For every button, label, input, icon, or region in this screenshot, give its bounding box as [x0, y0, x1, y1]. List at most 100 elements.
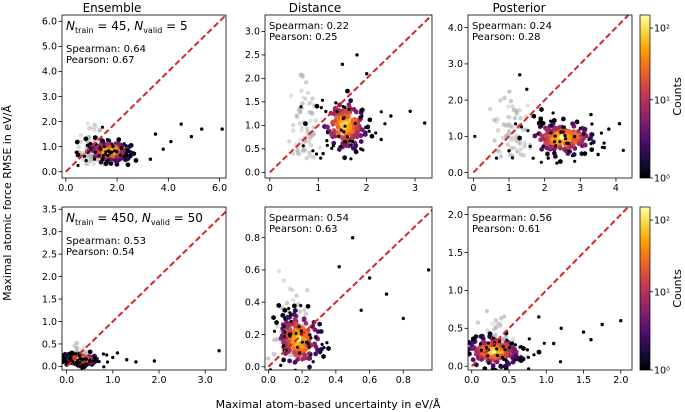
outlier-point [93, 150, 97, 154]
density-hexbin [339, 110, 345, 116]
column-title-posterior: Posterior [492, 1, 545, 15]
density-hexbin [552, 126, 558, 132]
grey-hexbin [305, 90, 310, 96]
outlier-point [115, 351, 120, 355]
y-tick-label: 0.0 [245, 362, 260, 373]
y-tick-label: 1.5 [448, 248, 463, 259]
grey-hexbin [513, 138, 518, 144]
grey-hexbin [501, 122, 506, 127]
outlier-point [552, 150, 557, 155]
outlier-point [105, 138, 109, 142]
outlier-point [325, 341, 329, 345]
outlier-point [125, 148, 129, 152]
grey-hexbin [308, 118, 313, 124]
panel-posterior-row1: 0 1 2 3 4 0.0 1.0 2.0 3.0 4.0 Spearman: 0.24Pearso… [448, 14, 633, 194]
outlier-point [189, 134, 194, 139]
density-hexbin [468, 347, 470, 353]
density-hexbin [302, 347, 307, 354]
x-tick-label: 1.0 [539, 375, 554, 386]
grey-hexbin [288, 286, 293, 292]
grey-hexbin [291, 128, 296, 133]
outlier-point [564, 137, 568, 141]
y-tick-label: 3.0 [42, 92, 57, 103]
outlier-point [507, 346, 512, 350]
density-hexbin [342, 155, 347, 161]
density-hexbin [291, 311, 297, 317]
grey-hexbin [87, 153, 92, 158]
density-hexbin [116, 137, 121, 143]
outlier-point [600, 145, 605, 149]
diagonal-line [472, 15, 630, 174]
grey-hexbin [273, 352, 278, 358]
outlier-point [570, 154, 575, 158]
outlier-point [107, 149, 111, 153]
y-tick-label: 0.0 [245, 168, 260, 179]
outlier-point [408, 109, 412, 114]
density-hexbin [105, 141, 110, 147]
outlier-point [309, 336, 313, 340]
colorbar-tick-label: 10² [654, 24, 670, 35]
outlier-point [351, 236, 355, 240]
grey-hexbin [518, 115, 523, 121]
density-hexbin [307, 355, 312, 361]
density-hexbin [543, 133, 549, 139]
grey-hexbin [81, 157, 86, 163]
outlier-point [281, 380, 284, 383]
x-tick-label: 3 [412, 183, 418, 194]
outlier-point [88, 358, 92, 362]
outlier-point [555, 161, 559, 165]
grey-hexbin [287, 139, 292, 144]
grey-hexbin [294, 113, 299, 119]
outlier-point [299, 329, 304, 333]
density-hexbin [352, 116, 358, 122]
density-hexbin [103, 161, 109, 167]
outlier-point [100, 125, 105, 129]
y-tick-label: 2.0 [245, 74, 260, 85]
axes-frame [264, 206, 433, 371]
outlier-point [320, 342, 324, 346]
density-hexbin [517, 135, 522, 141]
outlier-point [200, 127, 204, 131]
outlier-point [287, 332, 291, 336]
y-tick-label: 0.5 [448, 324, 463, 335]
outlier-point [125, 358, 129, 362]
diagonal-line [269, 15, 432, 174]
grey-hexbin [514, 133, 519, 139]
outlier-point [78, 354, 82, 358]
outlier-point [337, 134, 341, 139]
grey-hexbin [502, 95, 507, 101]
grey-hexbin [308, 100, 313, 106]
outlier-point [106, 158, 110, 162]
outlier-point [71, 352, 75, 356]
grey-hexbin [301, 147, 306, 153]
outlier-point [513, 343, 518, 347]
panel-ensemble-row2: 0.0 1.0 2.0 3.0 0.0 0.5 1.0 1.5 2.0 2.5 3.0 3.5 Ntra… [42, 205, 227, 386]
density-hexbin [567, 137, 572, 143]
grey-hexbin [75, 346, 80, 351]
colorbar-tick-label: 10² [654, 216, 670, 227]
grey-hexbin [525, 102, 530, 108]
grey-hexbin [306, 101, 311, 106]
density-hexbin [548, 144, 553, 150]
density-hexbin [494, 359, 500, 365]
y-tick-label: 0.0 [42, 362, 57, 373]
outlier-point [319, 156, 323, 160]
outlier-point [283, 316, 287, 320]
grey-hexbin [302, 307, 307, 313]
density-hexbin [292, 359, 298, 365]
outlier-point [63, 357, 67, 361]
density-hexbin [367, 117, 373, 123]
outlier-point [553, 134, 557, 138]
panel-posterior-row2: 0.0 0.5 1.0 1.5 2.0 0.0 0.5 1.0 1.5 2.0 Spearman: … [448, 206, 633, 386]
y-tick-label: 1.0 [42, 142, 57, 153]
density-hexbin [512, 348, 517, 354]
density-hexbin [492, 353, 497, 359]
outlier-point [299, 304, 303, 308]
outlier-point [282, 324, 286, 328]
outlier-point [532, 353, 536, 357]
density-hexbin [317, 321, 322, 327]
x-tick-label: 4.0 [161, 183, 176, 194]
outlier-point [617, 122, 622, 126]
grey-hexbin [76, 144, 81, 150]
